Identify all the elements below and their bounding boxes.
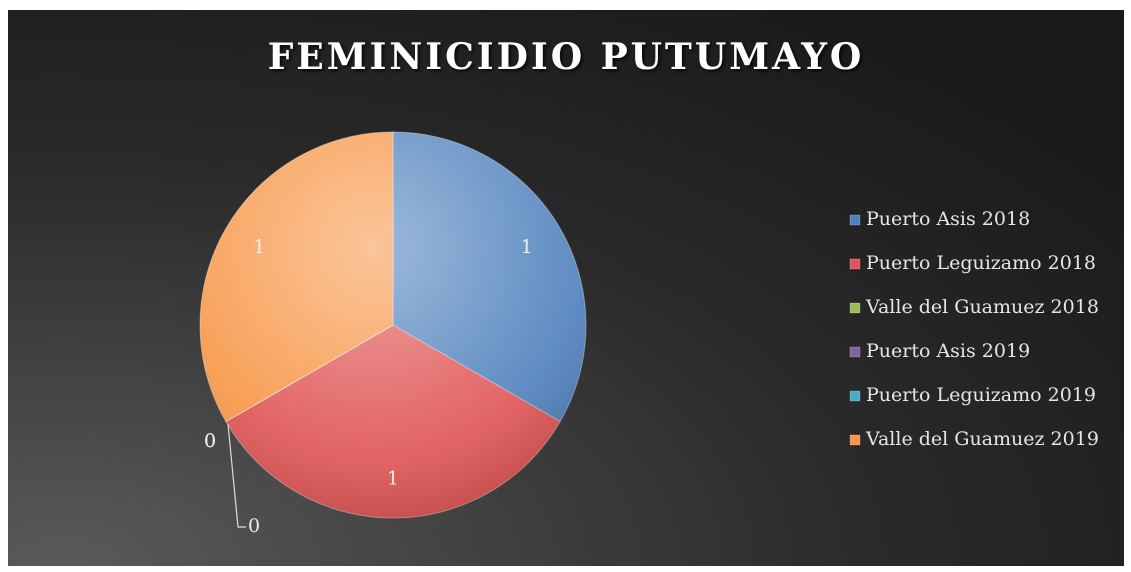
- data-label: 0: [204, 430, 216, 452]
- legend-label: Puerto Leguizamo 2018: [866, 252, 1096, 274]
- legend-swatch: [849, 390, 861, 402]
- legend-label: Valle del Guamuez 2019: [865, 428, 1099, 450]
- legend-label: Valle del Guamuez 2018: [865, 296, 1099, 318]
- data-label: 1: [253, 236, 265, 258]
- legend-swatch: [849, 258, 861, 270]
- data-label: 1: [521, 236, 533, 258]
- legend-label: Puerto Asis 2019: [866, 340, 1030, 362]
- legend-label: Puerto Leguizamo 2019: [866, 384, 1096, 406]
- leader-line: [227, 423, 246, 528]
- legend-swatch: [849, 346, 861, 358]
- legend-swatch: [849, 214, 861, 226]
- data-label: 1: [387, 467, 399, 489]
- legend-swatch: [849, 302, 861, 314]
- legend-label: Puerto Asis 2018: [866, 208, 1030, 230]
- data-label: 0: [204, 430, 216, 452]
- data-label: 0: [248, 515, 260, 537]
- legend-swatch: [849, 434, 861, 446]
- chart-title: FEMINICIDIO PUTUMAYO: [268, 36, 865, 78]
